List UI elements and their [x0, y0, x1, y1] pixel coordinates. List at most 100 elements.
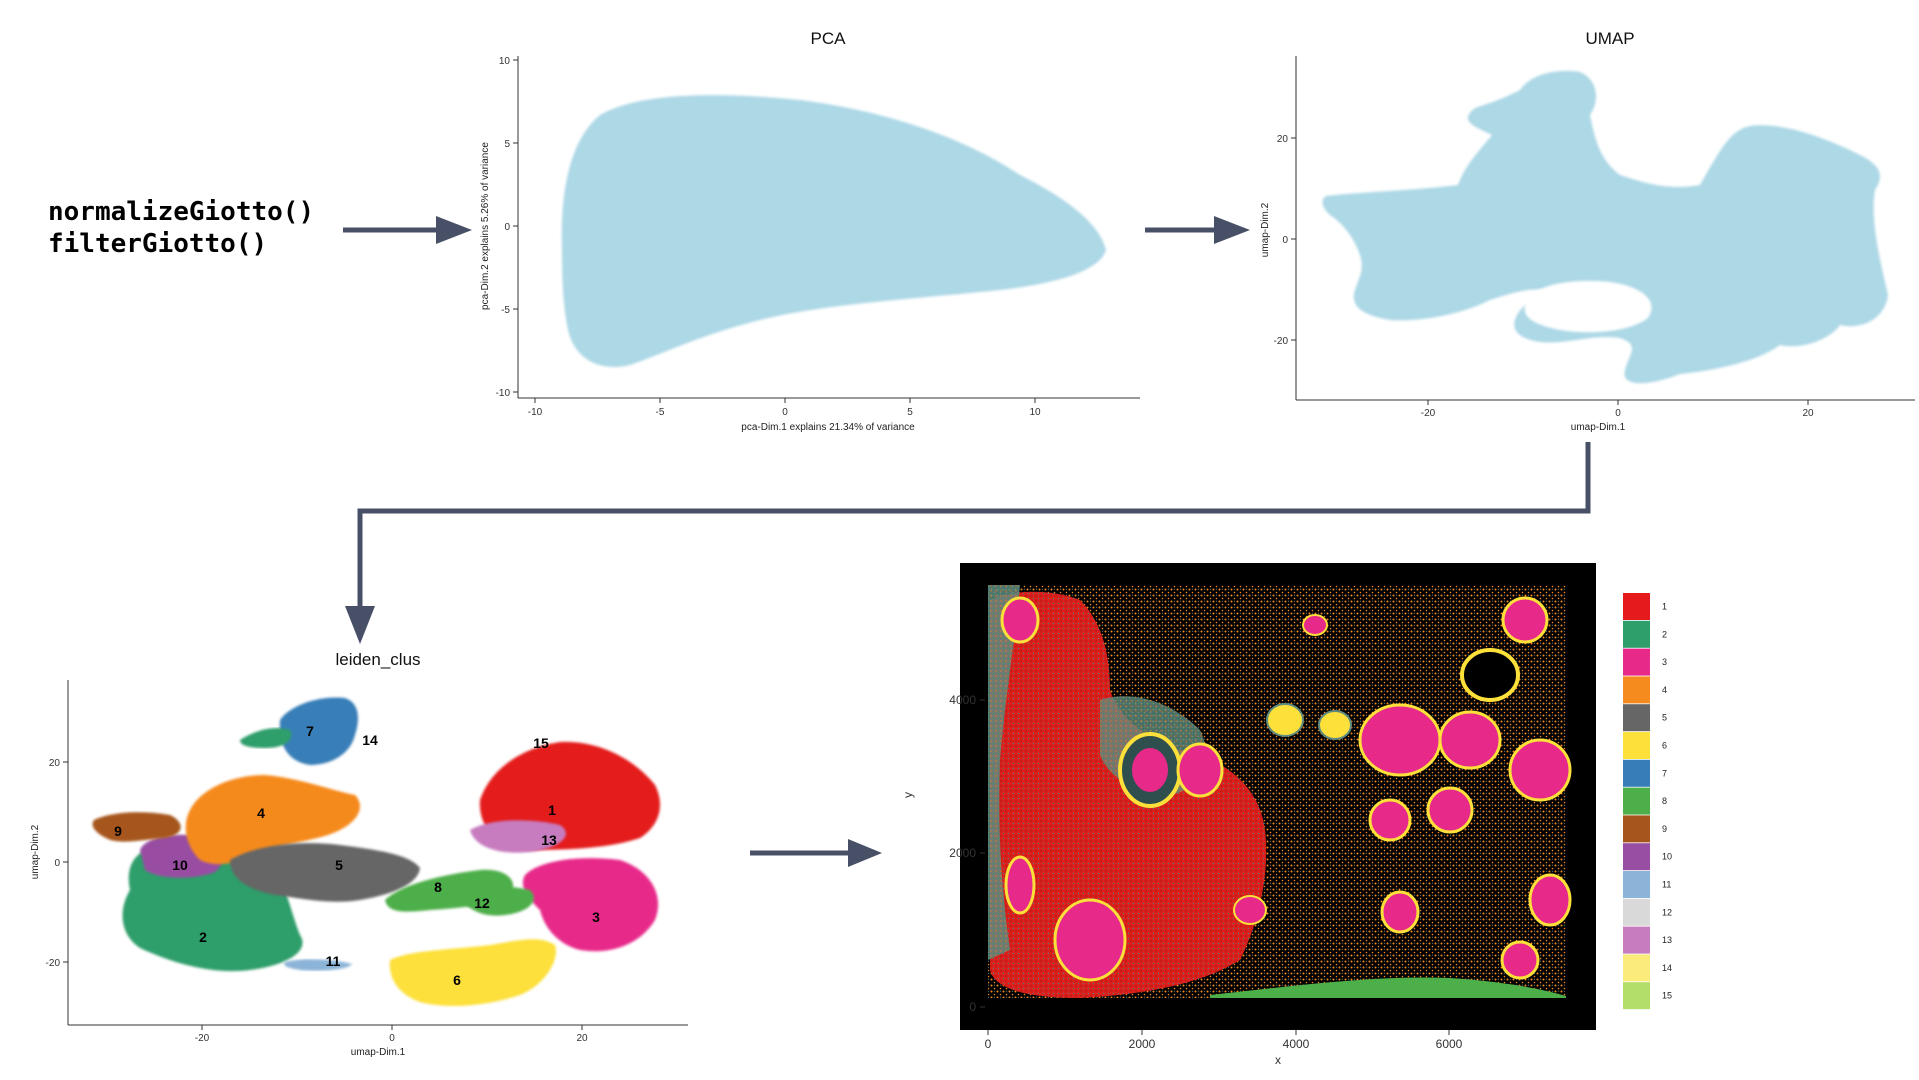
leiden-ytick-neg20: -20 — [46, 958, 61, 969]
leiden-label-7: 7 — [306, 723, 314, 739]
legend-swatch-8 — [1623, 787, 1650, 815]
arrow-leiden-to-spatial — [750, 839, 882, 867]
pca-ytick-neg5: -5 — [501, 305, 510, 316]
pca-xtick-neg10: -10 — [528, 407, 543, 418]
legend-label-9: 9 — [1662, 824, 1667, 834]
leiden-cluster-3-region — [522, 858, 659, 952]
leiden-label-6: 6 — [453, 972, 461, 988]
pca-ytick-0: 0 — [504, 222, 510, 233]
legend-swatch-2 — [1623, 620, 1650, 648]
spatial-ytick-0: 0 — [969, 1000, 976, 1014]
legend-swatch-3 — [1623, 648, 1650, 676]
umap-xtick-0: 0 — [1615, 408, 1621, 419]
pca-xlabel: pca-Dim.1 explains 21.34% of variance — [741, 422, 915, 433]
legend-label-6: 6 — [1662, 741, 1667, 751]
pca-ytick-5: 5 — [504, 139, 510, 150]
leiden-ylabel: umap-Dim.2 — [30, 824, 41, 879]
legend-swatch-14 — [1623, 954, 1650, 982]
leiden-title: leiden_clus — [335, 650, 420, 669]
umap-plot: UMAP 20 0 -20 -20 0 20 umap-Dim.1 umap-D… — [1260, 29, 1915, 433]
leiden-label-4: 4 — [257, 805, 265, 821]
umap-xlabel: umap-Dim.1 — [1571, 422, 1626, 433]
legend-swatch-12 — [1623, 898, 1650, 926]
spatial-xlabel: x — [1275, 1053, 1281, 1067]
leiden-label-10: 10 — [172, 857, 188, 873]
leiden-ytick-20: 20 — [49, 758, 61, 769]
legend-label-11: 11 — [1662, 880, 1671, 890]
umap-xtick-neg20: -20 — [1421, 408, 1436, 419]
spatial-glands — [1000, 596, 1572, 982]
arrow-pca-to-umap — [1145, 216, 1250, 244]
leiden-label-1: 1 — [548, 802, 556, 818]
leiden-xtick-20: 20 — [576, 1033, 588, 1044]
leiden-label-5: 5 — [335, 857, 343, 873]
umap-ytick-20: 20 — [1277, 134, 1289, 145]
legend-label-15: 15 — [1662, 991, 1672, 1001]
umap-ytick-0: 0 — [1282, 235, 1288, 246]
pca-xtick-neg5: -5 — [656, 407, 665, 418]
legend-label-10: 10 — [1662, 852, 1672, 862]
leiden-cluster-14-region — [240, 728, 292, 748]
pca-xtick-10: 10 — [1029, 407, 1041, 418]
spatial-xtick-0: 0 — [985, 1037, 992, 1051]
legend-swatch-1 — [1623, 593, 1650, 620]
pca-ytick-neg10: -10 — [496, 388, 511, 399]
code-line-filter: filterGiotto() — [48, 229, 268, 259]
legend-swatch-7 — [1623, 759, 1650, 787]
legend-swatch-6 — [1623, 732, 1650, 759]
pca-xtick-5: 5 — [907, 407, 913, 418]
leiden-xtick-0: 0 — [389, 1033, 395, 1044]
leiden-cluster-12-region — [460, 886, 534, 916]
leiden-label-12: 12 — [474, 895, 490, 911]
leiden-ytick-0: 0 — [54, 858, 60, 869]
pca-title: PCA — [811, 29, 847, 48]
leiden-label-8: 8 — [434, 879, 442, 895]
legend-swatch-5 — [1623, 704, 1650, 732]
leiden-cluster-11-region — [284, 959, 352, 971]
leiden-label-9: 9 — [114, 823, 122, 839]
legend-label-13: 13 — [1662, 935, 1672, 945]
leiden-cluster-5-region — [230, 843, 420, 902]
legend-swatch-11 — [1623, 871, 1650, 898]
pca-plot: PCA 10 5 0 -5 -10 -10 -5 0 5 10 pca-Dim.… — [480, 29, 1140, 433]
leiden-plot: leiden_clus 20 0 -20 -20 0 20 umap-Dim.1… — [30, 650, 688, 1058]
pca-point-cloud — [561, 95, 1106, 367]
pca-ytick-10: 10 — [499, 56, 511, 67]
leiden-xlabel: umap-Dim.1 — [351, 1047, 406, 1058]
spatial-ylabel: y — [901, 792, 915, 798]
leiden-label-11: 11 — [326, 953, 341, 969]
legend-label-5: 5 — [1662, 713, 1667, 723]
leiden-label-13: 13 — [541, 832, 557, 848]
umap-void — [1524, 280, 1652, 333]
spatial-region-teal-left — [988, 585, 1020, 960]
spatial-xtick-4000: 4000 — [1283, 1037, 1310, 1051]
leiden-label-2: 2 — [199, 929, 207, 945]
spatial-ytick-4000: 4000 — [949, 693, 976, 707]
leiden-label-14: 14 — [362, 732, 378, 748]
spatial-ytick-2000: 2000 — [949, 846, 976, 860]
pca-ylabel: pca-Dim.2 explains 5.26% of variance — [480, 142, 491, 310]
arrow-code-to-pca — [343, 216, 472, 244]
spatial-plot: 4000 2000 0 0 2000 4000 6000 x y 1234567… — [901, 563, 1672, 1067]
legend-label-2: 2 — [1662, 629, 1667, 639]
leiden-cluster-13-region — [470, 820, 566, 853]
legend-label-4: 4 — [1662, 685, 1667, 695]
umap-title: UMAP — [1585, 29, 1634, 48]
code-block: normalizeGiotto() filterGiotto() — [48, 196, 314, 260]
code-line-normalize: normalizeGiotto() — [48, 197, 315, 227]
legend-swatch-4 — [1623, 676, 1650, 704]
pca-xtick-0: 0 — [782, 407, 788, 418]
umap-ytick-neg20: -20 — [1274, 336, 1289, 347]
legend-swatch-13 — [1623, 926, 1650, 954]
umap-xtick-20: 20 — [1802, 408, 1814, 419]
legend-label-1: 1 — [1662, 602, 1667, 612]
legend-label-7: 7 — [1662, 768, 1667, 778]
legend-label-8: 8 — [1662, 796, 1667, 806]
leiden-cluster-6-region — [389, 939, 556, 1006]
spatial-ground-band — [1210, 977, 1566, 998]
legend-swatch-10 — [1623, 843, 1650, 871]
arrow-umap-to-leiden — [345, 442, 1591, 644]
leiden-cluster-7-region — [279, 697, 358, 765]
